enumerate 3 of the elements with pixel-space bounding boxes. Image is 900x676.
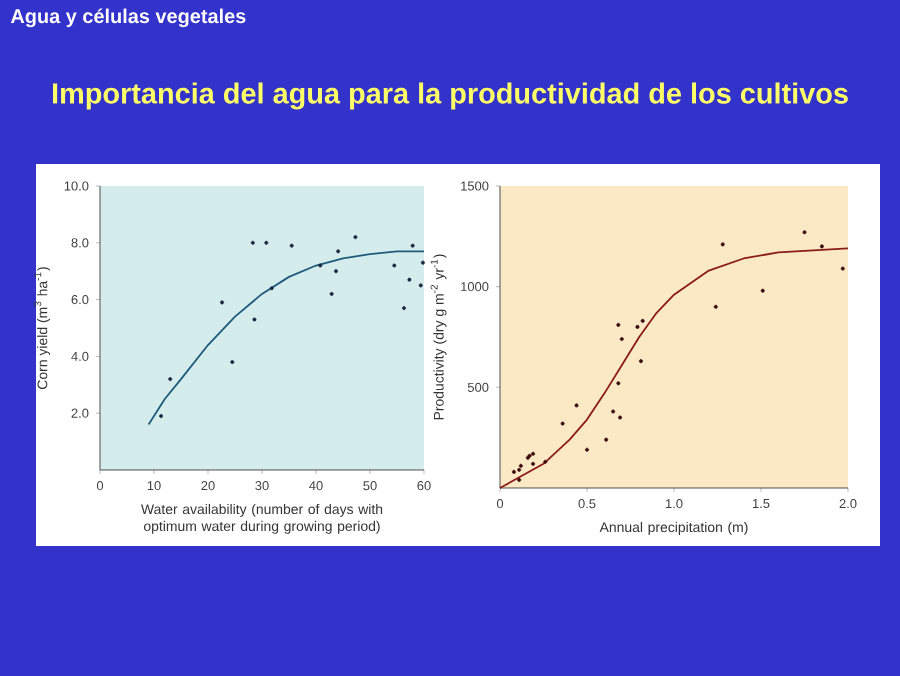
line-series [147, 250, 425, 426]
text: Importancia del agua para la productividad de los cultivos [52, 82, 848, 110]
text: Agua y células vegetales [10, 8, 246, 28]
